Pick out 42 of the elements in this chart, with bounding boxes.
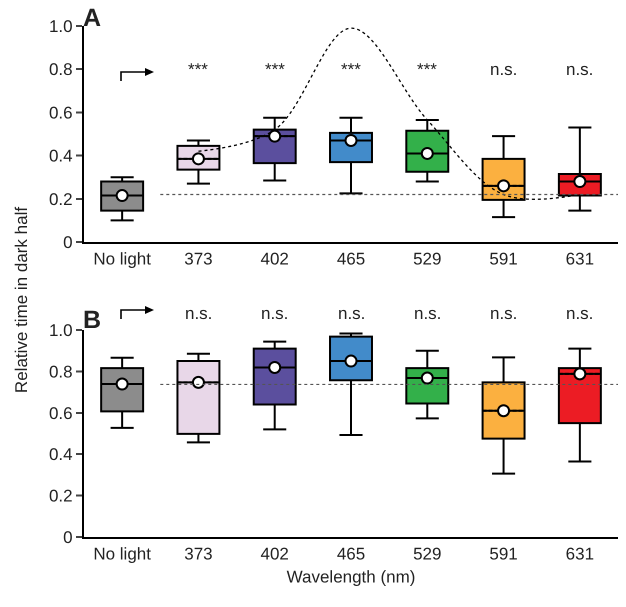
y-tick-label: 0.6 [48, 404, 73, 423]
x-tick-label: 631 [566, 249, 594, 268]
annotation: n.s. [490, 60, 518, 79]
y-tick-label: 0 [63, 232, 73, 252]
x-tick-label: 591 [489, 544, 518, 564]
annotation: *** [341, 60, 362, 79]
y-tick-label: 0.2 [48, 190, 73, 209]
annotation: *** [417, 60, 438, 79]
x-tick-label: 631 [566, 544, 594, 564]
x-tick-label: 465 [336, 544, 366, 564]
x-axis-title: Wavelength (nm) [286, 567, 416, 586]
x-tick-label: 373 [184, 544, 213, 564]
x-tick-label: 402 [260, 544, 289, 564]
text: n.s. [185, 304, 212, 323]
y-tick-label: 1.0 [48, 320, 73, 340]
y-tick-label: 0.2 [48, 486, 73, 506]
y-axis-title: Relative time in dark half [12, 206, 32, 394]
x-tick-label: 465 [336, 249, 366, 268]
text: n.s. [414, 304, 442, 323]
x-tick-label: 529 [413, 249, 442, 268]
y-tick-label: 0.8 [48, 362, 73, 382]
x-tick-label: 373 [184, 249, 213, 268]
annotation: n.s. [566, 60, 594, 79]
annotation: *** [265, 60, 286, 79]
y-tick-label: 1.0 [48, 16, 73, 36]
y-tick-label: 0.8 [48, 60, 73, 80]
text: n.s. [338, 304, 366, 323]
x-tick-label: 402 [260, 249, 289, 268]
text: n.s. [490, 304, 518, 323]
y-tick-label: 0.4 [48, 146, 73, 166]
x-tick-label: 591 [489, 249, 518, 268]
annotation: A [83, 4, 102, 32]
annotation: B [83, 306, 102, 334]
text: n.s. [261, 304, 288, 323]
y-tick-label: 0.4 [48, 445, 73, 464]
text: n.s. [566, 304, 594, 323]
y-tick-label: 0.6 [48, 103, 73, 122]
y-tick-label: 0 [63, 528, 73, 547]
annotation: *** [188, 60, 208, 79]
x-tick-label: No light [93, 544, 152, 564]
x-tick-label: 529 [413, 544, 442, 564]
x-tick-label: No light [93, 249, 152, 268]
